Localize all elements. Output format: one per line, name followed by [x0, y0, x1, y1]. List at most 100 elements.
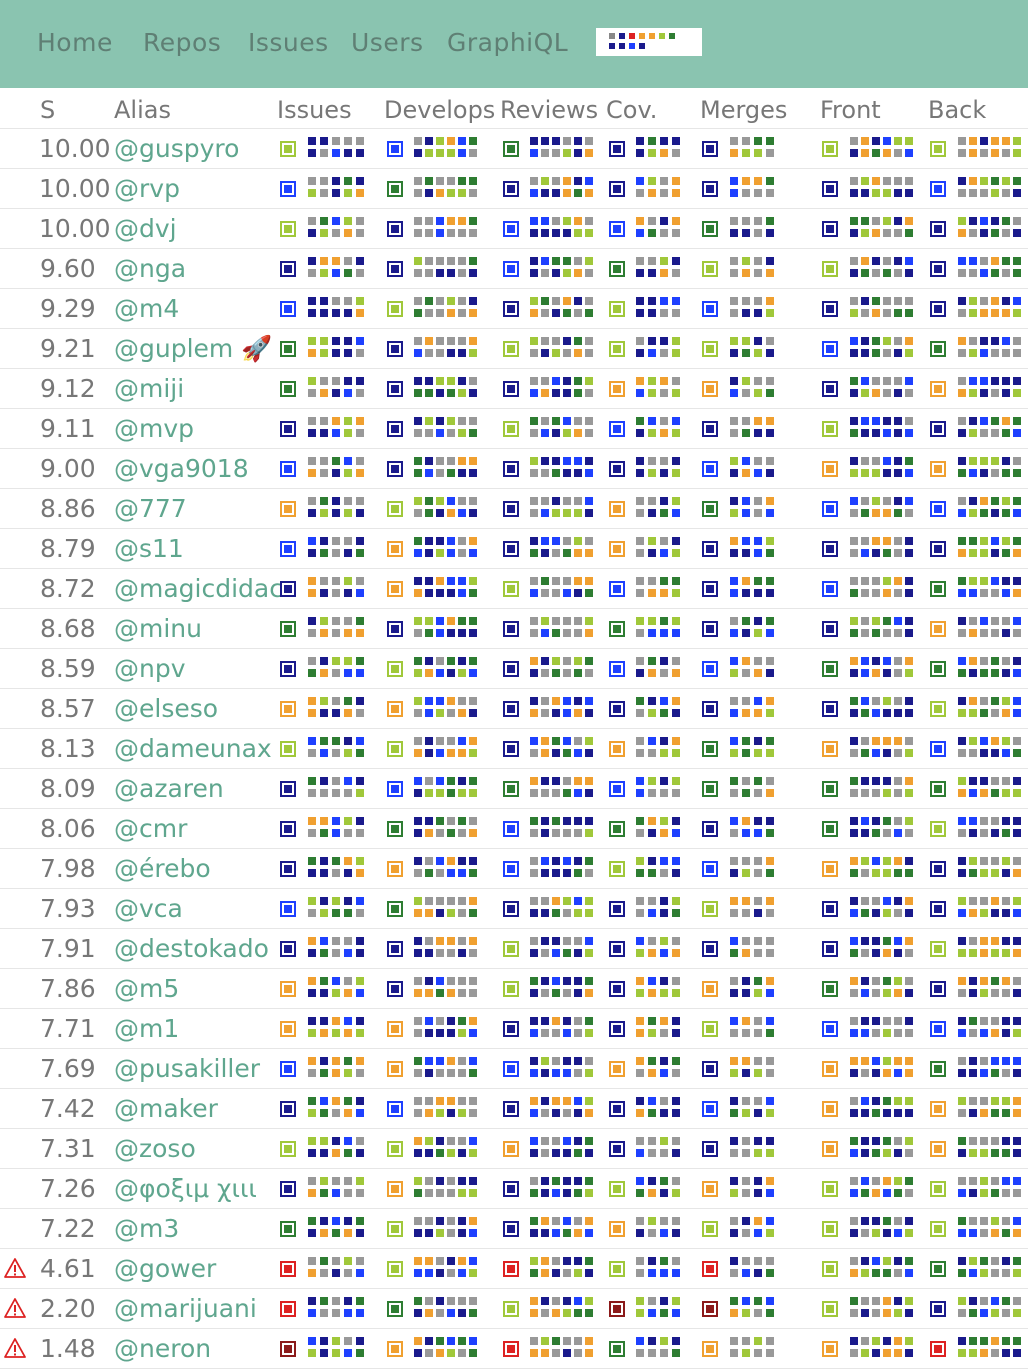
coverage-status-square[interactable]: [609, 461, 625, 477]
user-alias-link[interactable]: @elseso: [114, 694, 219, 723]
merges-status-square[interactable]: [702, 1221, 718, 1237]
table-row[interactable]: 7.31 @zoso: [0, 1129, 1028, 1169]
user-alias-link[interactable]: @nga: [114, 254, 187, 283]
user-alias-link[interactable]: @φοξιμ χιιι: [114, 1174, 257, 1203]
reviews-status-square[interactable]: [503, 1061, 519, 1077]
front-status-square[interactable]: [822, 1181, 838, 1197]
front-status-square[interactable]: [822, 821, 838, 837]
user-alias-link[interactable]: @marijuani: [114, 1294, 257, 1323]
user-alias-link[interactable]: @m1: [114, 1014, 180, 1043]
coverage-status-square[interactable]: [609, 741, 625, 757]
develops-status-square[interactable]: [387, 981, 403, 997]
table-row[interactable]: 7.98 @érebo: [0, 849, 1028, 889]
issues-status-square[interactable]: [280, 1101, 296, 1117]
reviews-status-square[interactable]: [503, 901, 519, 917]
merges-status-square[interactable]: [702, 141, 718, 157]
develops-status-square[interactable]: [387, 501, 403, 517]
coverage-status-square[interactable]: [609, 381, 625, 397]
develops-status-square[interactable]: [387, 341, 403, 357]
reviews-status-square[interactable]: [503, 221, 519, 237]
front-status-square[interactable]: [822, 1341, 838, 1357]
develops-status-square[interactable]: [387, 701, 403, 717]
front-status-square[interactable]: [822, 901, 838, 917]
issues-status-square[interactable]: [280, 741, 296, 757]
front-status-square[interactable]: [822, 221, 838, 237]
develops-status-square[interactable]: [387, 421, 403, 437]
back-status-square[interactable]: [930, 941, 946, 957]
coverage-status-square[interactable]: [609, 821, 625, 837]
issues-status-square[interactable]: [280, 381, 296, 397]
merges-status-square[interactable]: [702, 421, 718, 437]
develops-status-square[interactable]: [387, 381, 403, 397]
develops-status-square[interactable]: [387, 1181, 403, 1197]
back-status-square[interactable]: [930, 501, 946, 517]
develops-status-square[interactable]: [387, 141, 403, 157]
merges-status-square[interactable]: [702, 981, 718, 997]
develops-status-square[interactable]: [387, 581, 403, 597]
reviews-status-square[interactable]: [503, 461, 519, 477]
issues-status-square[interactable]: [280, 1221, 296, 1237]
front-status-square[interactable]: [822, 461, 838, 477]
coverage-status-square[interactable]: [609, 541, 625, 557]
user-alias-link[interactable]: @m3: [114, 1214, 180, 1243]
issues-status-square[interactable]: [280, 1261, 296, 1277]
front-status-square[interactable]: [822, 1021, 838, 1037]
table-row[interactable]: 9.60 @nga: [0, 249, 1028, 289]
nav-repos[interactable]: Repos: [143, 28, 222, 57]
issues-status-square[interactable]: [280, 701, 296, 717]
issues-status-square[interactable]: [280, 1181, 296, 1197]
user-alias-link[interactable]: @vga9018: [114, 454, 249, 483]
develops-status-square[interactable]: [387, 541, 403, 557]
coverage-status-square[interactable]: [609, 1301, 625, 1317]
back-status-square[interactable]: [930, 221, 946, 237]
user-alias-link[interactable]: @guspyro: [114, 134, 240, 163]
front-status-square[interactable]: [822, 261, 838, 277]
merges-status-square[interactable]: [702, 781, 718, 797]
table-row[interactable]: 9.12 @miji: [0, 369, 1028, 409]
nav-issues[interactable]: Issues: [248, 28, 329, 57]
develops-status-square[interactable]: [387, 781, 403, 797]
merges-status-square[interactable]: [702, 741, 718, 757]
issues-status-square[interactable]: [280, 261, 296, 277]
user-alias-link[interactable]: @zoso: [114, 1134, 196, 1163]
table-row[interactable]: 8.59 @npv: [0, 649, 1028, 689]
back-status-square[interactable]: [930, 1021, 946, 1037]
merges-status-square[interactable]: [702, 821, 718, 837]
develops-status-square[interactable]: [387, 221, 403, 237]
issues-status-square[interactable]: [280, 941, 296, 957]
back-status-square[interactable]: [930, 381, 946, 397]
col-header-alias[interactable]: Alias: [114, 96, 171, 124]
front-status-square[interactable]: [822, 701, 838, 717]
back-status-square[interactable]: [930, 1221, 946, 1237]
reviews-status-square[interactable]: [503, 621, 519, 637]
user-alias-link[interactable]: @m5: [114, 974, 180, 1003]
table-row[interactable]: 8.09 @azaren: [0, 769, 1028, 809]
issues-status-square[interactable]: [280, 421, 296, 437]
back-status-square[interactable]: [930, 261, 946, 277]
develops-status-square[interactable]: [387, 821, 403, 837]
logo-pixel-icon[interactable]: [596, 28, 702, 56]
table-row[interactable]: 8.86 @777: [0, 489, 1028, 529]
merges-status-square[interactable]: [702, 301, 718, 317]
develops-status-square[interactable]: [387, 661, 403, 677]
table-row[interactable]: 7.93 @vca: [0, 889, 1028, 929]
develops-status-square[interactable]: [387, 261, 403, 277]
coverage-status-square[interactable]: [609, 621, 625, 637]
merges-status-square[interactable]: [702, 1101, 718, 1117]
issues-status-square[interactable]: [280, 1301, 296, 1317]
back-status-square[interactable]: [930, 741, 946, 757]
reviews-status-square[interactable]: [503, 261, 519, 277]
front-status-square[interactable]: [822, 1301, 838, 1317]
reviews-status-square[interactable]: [503, 661, 519, 677]
back-status-square[interactable]: [930, 1061, 946, 1077]
front-status-square[interactable]: [822, 741, 838, 757]
coverage-status-square[interactable]: [609, 1341, 625, 1357]
table-row[interactable]: 2.20 @marijuani: [0, 1289, 1028, 1329]
col-header-front[interactable]: Front: [820, 96, 881, 124]
user-alias-link[interactable]: @npv: [114, 654, 186, 683]
front-status-square[interactable]: [822, 141, 838, 157]
merges-status-square[interactable]: [702, 861, 718, 877]
back-status-square[interactable]: [930, 1141, 946, 1157]
coverage-status-square[interactable]: [609, 901, 625, 917]
reviews-status-square[interactable]: [503, 941, 519, 957]
